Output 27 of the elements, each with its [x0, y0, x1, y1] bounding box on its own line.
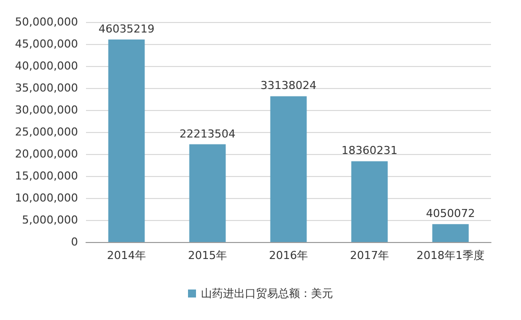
y-tick-label: 50,000,000 [15, 16, 78, 28]
data-label: 46035219 [98, 22, 154, 36]
y-tick-label: 5,000,000 [22, 214, 78, 226]
x-tick-label: 2016年 [269, 249, 308, 262]
data-label: 22213504 [180, 127, 236, 140]
x-tick-label: 2014年 [107, 249, 146, 262]
y-tick-label: 40,000,000 [15, 60, 78, 72]
data-label: 33138024 [260, 79, 316, 92]
x-tick-label: 2018年1季度 [416, 249, 484, 262]
y-tick-label: 0 [71, 236, 78, 248]
bar [189, 144, 226, 242]
y-tick-label: 15,000,000 [15, 170, 78, 182]
x-tick-label: 2015年 [188, 249, 227, 262]
y-tick-label: 30,000,000 [15, 104, 78, 116]
bar [108, 39, 145, 242]
data-label: 18360231 [342, 144, 398, 158]
x-tick-label: 2017年 [350, 249, 389, 262]
y-tick-label: 45,000,000 [15, 38, 78, 50]
data-label: 4050072 [426, 207, 475, 220]
legend-label: 山药进出口贸易总额：美元 [201, 287, 333, 300]
bar [270, 96, 307, 242]
y-tick-label: 25,000,000 [15, 126, 78, 138]
y-tick-label: 20,000,000 [15, 148, 78, 160]
bar [351, 161, 388, 242]
y-tick-label: 35,000,000 [15, 82, 78, 94]
y-tick-label: 10,000,000 [15, 192, 78, 204]
bar [432, 224, 469, 242]
